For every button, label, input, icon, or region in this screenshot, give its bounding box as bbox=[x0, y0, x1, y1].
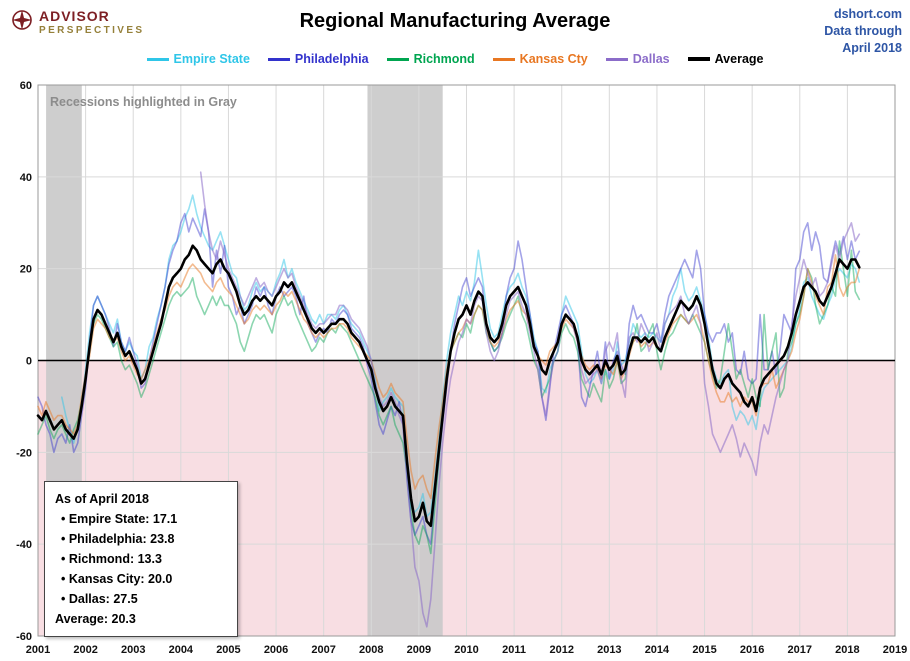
x-tick-label: 2019 bbox=[883, 644, 907, 656]
x-tick-label: 2001 bbox=[26, 644, 50, 656]
x-tick-label: 2014 bbox=[645, 644, 670, 656]
series-line-dallas bbox=[199, 171, 861, 628]
page-title: Regional Manufacturing Average bbox=[299, 10, 611, 32]
legend-label-richmond: Richmond bbox=[413, 52, 475, 66]
annotation-item-empire-state: • Empire State: 17.1 bbox=[61, 512, 178, 526]
annotation-item-dallas: • Dallas: 27.5 bbox=[61, 592, 138, 606]
series-line-average bbox=[36, 244, 861, 528]
series-line-empire-state bbox=[61, 194, 861, 518]
annotation-items: • Empire State: 17.1 • Philadelphia: 23.8… bbox=[55, 509, 227, 629]
legend-label-kansas-cty: Kansas Cty bbox=[519, 52, 588, 66]
y-tick-label: -20 bbox=[16, 447, 32, 459]
legend-swatch-average bbox=[687, 57, 710, 61]
y-tick-label: 20 bbox=[20, 264, 32, 276]
x-tick-label: 2004 bbox=[169, 644, 194, 656]
y-tick-label: 60 bbox=[20, 80, 32, 92]
legend-item-empire-state: Empire State bbox=[146, 52, 250, 66]
legend-label-empire-state: Empire State bbox=[173, 52, 250, 66]
legend-swatch-richmond bbox=[386, 57, 409, 61]
legend-item-richmond: Richmond bbox=[386, 52, 475, 66]
chart-legend: Empire State Philadelphia Richmond Kansas C… bbox=[0, 52, 910, 66]
x-tick-label: 2010 bbox=[454, 644, 478, 656]
legend-label-dallas: Dallas bbox=[632, 52, 670, 66]
legend-label-philadelphia: Philadelphia bbox=[294, 52, 369, 66]
x-tick-label: 2003 bbox=[121, 644, 145, 656]
x-tick-label: 2018 bbox=[835, 644, 859, 656]
x-tick-label: 2012 bbox=[549, 644, 573, 656]
x-tick-label: 2005 bbox=[216, 644, 240, 656]
compass-logo-icon bbox=[12, 10, 32, 30]
legend-item-average: Average bbox=[687, 52, 764, 66]
y-tick-label: 0 bbox=[26, 356, 32, 368]
legend-label-average: Average bbox=[714, 52, 764, 66]
recession-note: Recessions highlighted in Gray bbox=[50, 95, 237, 109]
annotation-item-philadelphia: • Philadelphia: 23.8 bbox=[61, 532, 175, 546]
source-site: dshort.com bbox=[833, 7, 902, 21]
source-date: April 2018 bbox=[842, 40, 902, 55]
legend-item-philadelphia: Philadelphia bbox=[267, 52, 369, 66]
x-tick-label: 2006 bbox=[264, 644, 288, 656]
advisor-perspectives-logo: ADVISOR PERSPECTIVES bbox=[10, 8, 145, 36]
x-tick-label: 2002 bbox=[73, 644, 97, 656]
legend-item-dallas: Dallas bbox=[605, 52, 670, 66]
annotation-title: As of April 2018 bbox=[55, 492, 150, 506]
x-tick-label: 2015 bbox=[692, 644, 716, 656]
annotation-item-kansas-city: • Kansas City: 20.0 bbox=[61, 572, 173, 586]
y-tick-label: -40 bbox=[16, 539, 32, 551]
legend-swatch-philadelphia bbox=[267, 57, 290, 61]
legend-swatch-empire-state bbox=[146, 57, 169, 61]
y-tick-label: 40 bbox=[20, 172, 32, 184]
annotation-item-average: Average: 20.3 bbox=[55, 612, 136, 626]
source-attribution: dshort.com Data through April 2018 bbox=[824, 6, 902, 57]
logo-advisor-text: ADVISOR bbox=[39, 8, 110, 24]
logo-perspectives-text: PERSPECTIVES bbox=[39, 25, 145, 36]
y-tick-label: -60 bbox=[16, 631, 32, 643]
legend-swatch-kansas-cty bbox=[492, 57, 515, 61]
x-tick-label: 2009 bbox=[407, 644, 431, 656]
x-tick-label: 2007 bbox=[311, 644, 335, 656]
x-tick-label: 2013 bbox=[597, 644, 621, 656]
legend-swatch-dallas bbox=[605, 57, 628, 61]
x-tick-label: 2008 bbox=[359, 644, 383, 656]
x-tick-label: 2017 bbox=[788, 644, 812, 656]
source-data-through: Data through bbox=[824, 23, 902, 38]
x-tick-label: 2016 bbox=[740, 644, 764, 656]
legend-item-kansas-cty: Kansas Cty bbox=[492, 52, 588, 66]
x-tick-label: 2011 bbox=[502, 644, 526, 656]
annotation-item-richmond: • Richmond: 13.3 bbox=[61, 552, 162, 566]
annotation-box: As of April 2018 • Empire State: 17.1 • P… bbox=[44, 481, 238, 637]
